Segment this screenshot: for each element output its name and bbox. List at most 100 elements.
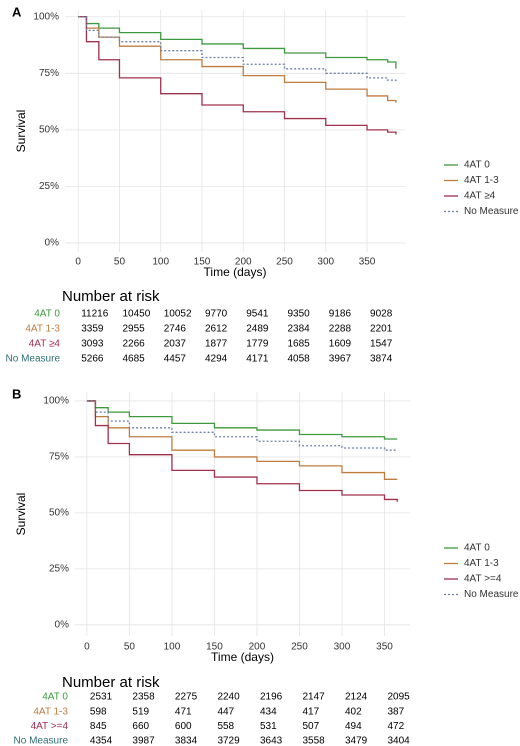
risk-count: 1547 [370,339,393,350]
x-tick-label: 0 [75,257,81,268]
risk-count: 598 [90,706,107,717]
x-tick-label: 0 [84,642,90,653]
y-axis-label: Survival [14,493,28,536]
y-tick-label: 25% [49,563,69,574]
x-tick-label: 350 [376,642,393,653]
risk-row-label: 4AT 1-3 [25,324,60,335]
survival-curve [86,400,398,502]
risk-count: 2384 [288,324,311,335]
risk-count: 11216 [81,309,109,320]
x-tick-label: 200 [235,257,252,268]
risk-count: 2240 [217,692,240,703]
panel-label: B [12,386,21,401]
risk-count: 2266 [122,339,145,350]
y-tick-label: 75% [39,68,59,79]
risk-row-label: 4AT ≥4 [29,339,61,350]
risk-count: 3834 [175,736,198,746]
risk-count: 472 [387,721,404,732]
survival-curve [86,400,398,440]
risk-count: 3479 [345,736,368,746]
risk-count: 10450 [122,309,150,320]
risk-count: 507 [302,721,319,732]
risk-count: 2531 [90,692,113,703]
risk-count: 471 [175,706,192,717]
risk-count: 531 [260,721,277,732]
legend-label: 4AT 1-3 [464,558,499,569]
risk-count: 9541 [246,309,269,320]
risk-count: 1877 [205,339,228,350]
x-tick-label: 100 [152,257,169,268]
risk-count: 4294 [205,354,228,365]
risk-count: 9770 [205,309,228,320]
risk-row-label: No Measure [6,354,61,365]
x-tick-label: 300 [334,642,351,653]
risk-count: 2147 [302,692,325,703]
risk-count: 4171 [246,354,269,365]
x-tick-label: 250 [291,642,308,653]
x-tick-label: 50 [124,642,136,653]
risk-count: 1685 [288,339,311,350]
legend-label: No Measure [464,589,519,600]
risk-table-title: Number at risk [62,288,160,305]
risk-count: 3404 [387,736,410,746]
risk-count: 4058 [288,354,311,365]
x-tick-label: 200 [249,642,266,653]
survival-curve [78,16,397,135]
survival-curve [78,16,397,69]
risk-count: 5266 [81,354,104,365]
risk-count: 9350 [288,309,311,320]
x-tick-label: 100 [164,642,181,653]
x-tick-label: 150 [206,642,223,653]
risk-count: 417 [302,706,319,717]
y-tick-label: 100% [33,11,59,22]
risk-count: 558 [217,721,234,732]
legend-label: 4AT 0 [464,543,490,554]
risk-count: 3729 [217,736,240,746]
y-tick-label: 50% [39,125,59,136]
risk-row-label: 4AT >=4 [31,721,69,732]
risk-count: 2955 [122,324,145,335]
risk-count: 3359 [81,324,104,335]
risk-row-label: 4AT 1-3 [33,706,68,717]
risk-count: 2037 [164,339,187,350]
risk-count: 3967 [329,354,352,365]
x-axis-label: Time (days) [204,265,267,279]
y-tick-label: 0% [55,619,70,630]
risk-count: 1779 [246,339,269,350]
risk-count: 447 [217,706,234,717]
legend-label: 4AT 0 [464,160,490,171]
risk-count: 9028 [370,309,393,320]
x-tick-label: 350 [359,257,376,268]
risk-row-label: 4AT 0 [42,692,68,703]
risk-count: 4354 [90,736,113,746]
risk-count: 3987 [132,736,155,746]
survival-curve [86,400,398,451]
survival-curve [86,400,398,480]
x-axis-label: Time (days) [211,650,274,664]
survival-curve [78,16,397,83]
x-tick-label: 150 [194,257,211,268]
legend-label: No Measure [464,206,519,217]
risk-count: 1609 [329,339,352,350]
y-tick-label: 100% [43,396,69,407]
risk-count: 4457 [164,354,187,365]
risk-count: 660 [132,721,149,732]
y-tick-label: 0% [45,238,60,249]
risk-count: 4685 [122,354,145,365]
risk-count: 2288 [329,324,352,335]
legend-label: 4AT ≥4 [464,191,496,202]
y-tick-label: 25% [39,181,59,192]
risk-count: 494 [345,721,362,732]
risk-count: 845 [90,721,107,732]
risk-count: 3093 [81,339,104,350]
risk-count: 2196 [260,692,283,703]
risk-row-label: 4AT 0 [34,309,60,320]
risk-count: 519 [132,706,149,717]
risk-count: 2489 [246,324,269,335]
x-tick-label: 300 [317,257,334,268]
risk-count: 2201 [370,324,393,335]
risk-count: 2612 [205,324,228,335]
x-tick-label: 250 [276,257,293,268]
legend-label: 4AT 1-3 [464,175,499,186]
